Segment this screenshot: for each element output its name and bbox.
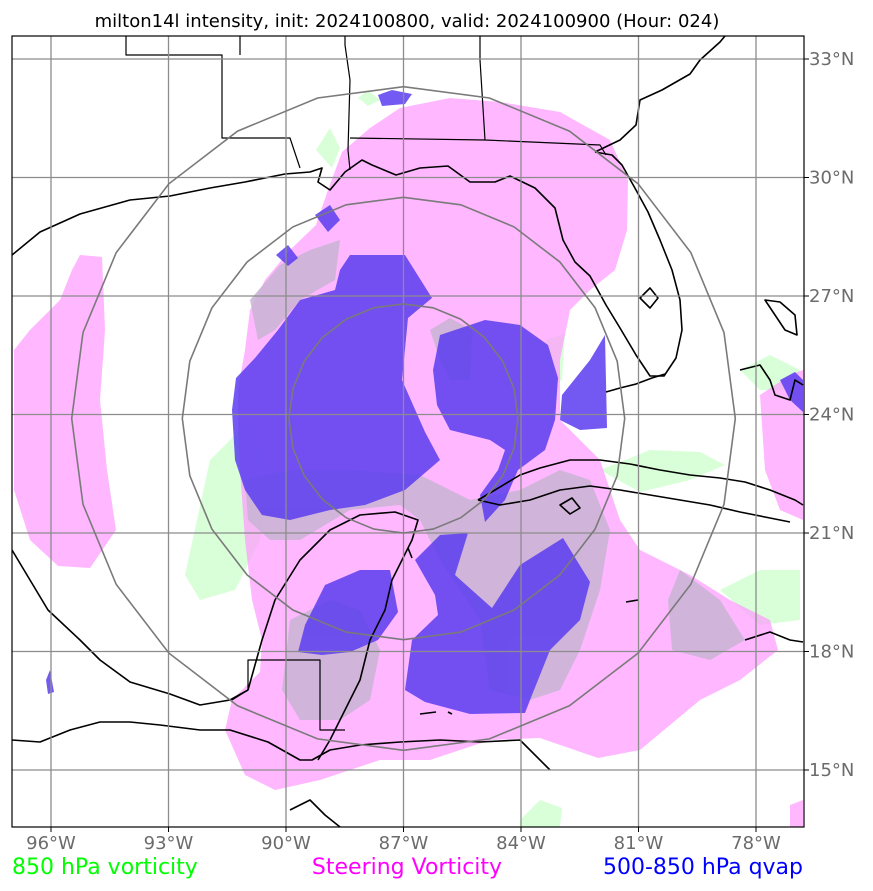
us-gulf-coastline <box>12 151 683 377</box>
lat-tick-label: 24°N <box>809 405 854 426</box>
honduras-islands <box>419 711 453 715</box>
steering-vorticity-region <box>760 370 803 520</box>
qvap-region <box>433 320 558 522</box>
coastlines <box>12 36 804 827</box>
steering-vorticity-region <box>14 255 116 568</box>
range-ring <box>181 196 626 641</box>
qvap-region <box>276 245 298 266</box>
lon-tick-label: 90°W <box>261 833 311 854</box>
vorticity-850-region <box>358 90 380 106</box>
lon-tick-label: 93°W <box>144 833 194 854</box>
us-state-borders <box>125 36 607 171</box>
lon-tick-label: 84°W <box>496 833 546 854</box>
lat-tick-label: 33°N <box>809 49 854 70</box>
lat-tick-label: 30°N <box>809 168 854 189</box>
legend-850-vorticity: 850 hPa vorticity <box>12 855 198 880</box>
steering-vorticity-region <box>790 800 803 827</box>
lon-tick-label: 87°W <box>379 833 429 854</box>
qvap-region <box>405 533 590 714</box>
vorticity-850-region <box>316 128 340 168</box>
lon-gridlines <box>50 36 757 827</box>
qvap-region <box>232 255 440 520</box>
lon-tick-labels: 96°W 93°W 90°W 87°W 84°W 81°W 78°W <box>26 827 781 854</box>
yucatan-coastline <box>247 511 419 761</box>
central-america-pacific-coast <box>289 799 341 827</box>
hispaniola <box>744 631 804 643</box>
vorticity-850-region <box>520 800 562 827</box>
range-ring <box>288 303 519 534</box>
lat-tick-label: 27°N <box>809 286 854 307</box>
lat-tick-labels: 33°N 30°N 27°N 24°N 21°N 18°N 15°N <box>804 49 854 781</box>
range-ring <box>70 85 737 752</box>
map-plot-area <box>12 36 804 827</box>
us-atlantic-coastline <box>594 36 726 153</box>
range-rings <box>70 85 737 752</box>
lake-okeechobee <box>639 287 659 309</box>
vorticity-850-region <box>720 570 800 625</box>
qvap-region <box>560 335 607 430</box>
mexico-guatemala-border <box>231 659 345 731</box>
qvap-region <box>46 670 54 694</box>
cozumel-island <box>407 547 413 559</box>
lat-tick-label: 21°N <box>809 523 854 544</box>
andros-island <box>764 299 798 336</box>
lon-tick-label: 81°W <box>614 833 664 854</box>
map-frame <box>11 35 805 828</box>
isla-juventud <box>559 497 581 515</box>
overlap-region <box>668 570 745 660</box>
legend: 850 hPa vorticity Steering Vorticity 500… <box>12 855 803 880</box>
bahamas <box>739 364 804 401</box>
map-title: milton14l intensity, init: 2024100800, v… <box>95 11 720 32</box>
qvap-region <box>315 205 340 232</box>
legend-steering-vorticity: Steering Vorticity <box>312 855 502 880</box>
lat-tick-label: 18°N <box>809 642 854 663</box>
cuba-south-coastline <box>477 485 791 523</box>
cuba-coastline <box>477 459 804 506</box>
legend-qvap: 500-850 hPa qvap <box>603 855 803 880</box>
lon-tick-label: 78°W <box>731 833 781 854</box>
lon-tick-label: 96°W <box>26 833 76 854</box>
jamaica <box>625 599 639 603</box>
mexico-gulf-coastline <box>12 549 249 706</box>
overlap-region <box>250 240 340 340</box>
lat-gridlines <box>12 58 804 771</box>
central-america-coastline <box>12 721 551 771</box>
florida-keys <box>605 373 666 393</box>
lat-tick-label: 15°N <box>809 760 854 781</box>
